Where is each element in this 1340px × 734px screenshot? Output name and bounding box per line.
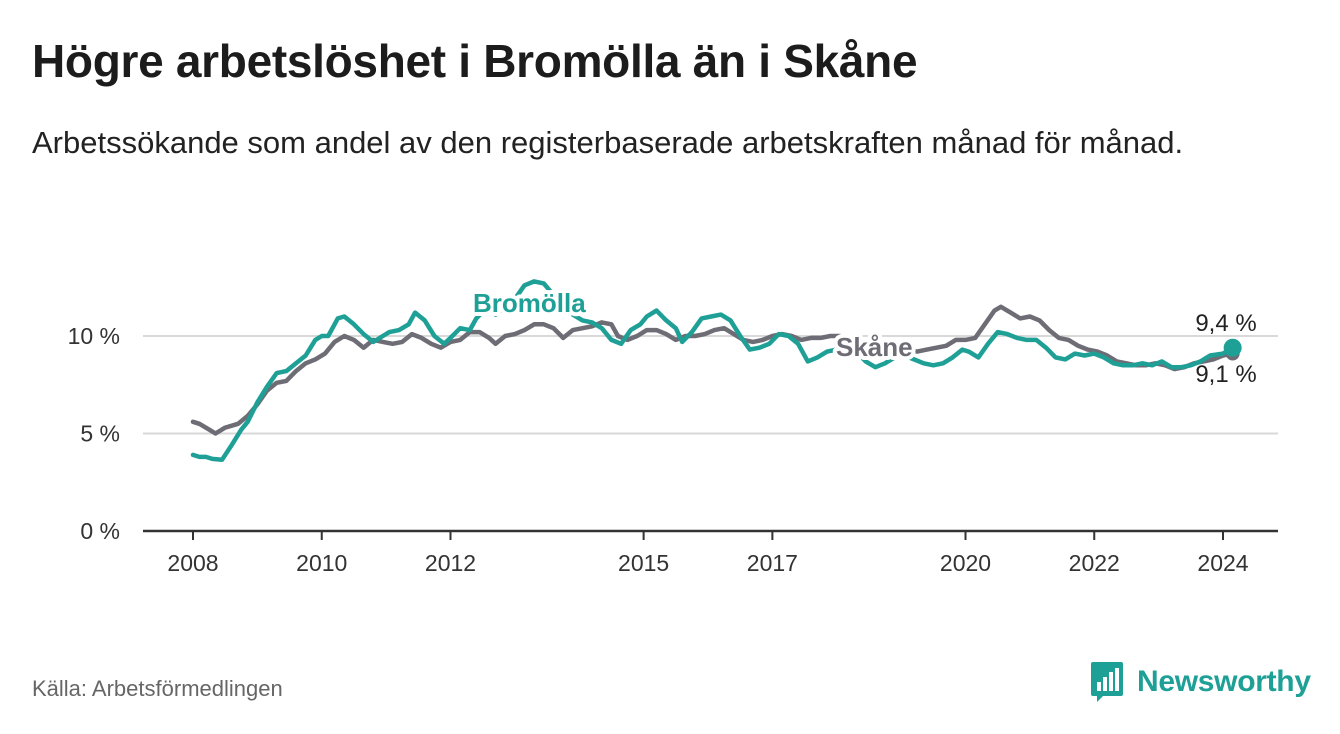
- series-labels: Bromölla Skåne 9,4 % 9,1 %: [469, 284, 1257, 388]
- newsworthy-logo-icon: [1091, 662, 1123, 702]
- x-tick-label: 2012: [425, 550, 476, 576]
- y-axis-ticks: 0 % 5 % 10 %: [68, 323, 120, 544]
- end-label-bromolla: 9,4 %: [1195, 310, 1256, 337]
- x-tick-label: 2008: [167, 550, 218, 576]
- grid-lines: [143, 335, 1278, 435]
- x-tick-label: 2015: [618, 550, 669, 576]
- series-lines: [190, 279, 1235, 463]
- series-line-skane: [190, 304, 1235, 436]
- brand-name: Newsworthy: [1137, 665, 1311, 698]
- x-tick-label: 2017: [747, 550, 798, 576]
- series-line-bromolla: [190, 279, 1235, 463]
- x-tick-label: 2010: [296, 550, 347, 576]
- y-tick-label: 0 %: [80, 518, 120, 544]
- x-axis: 2008 2010 2012 2015 2017 2020 2022 2024: [143, 529, 1278, 576]
- end-point-bromolla: [1223, 338, 1242, 357]
- source-note: Källa: Arbetsförmedlingen: [32, 676, 283, 701]
- x-tick-label: 2020: [940, 550, 991, 576]
- y-tick-label: 5 %: [80, 421, 120, 447]
- end-label-skane: 9,1 %: [1195, 361, 1256, 388]
- chart-title: Högre arbetslöshet i Bromölla än i Skåne: [32, 35, 918, 87]
- series-label-bromolla: Bromölla: [473, 288, 586, 318]
- y-tick-label: 10 %: [68, 323, 120, 349]
- chart-subtitle: Arbetssökande som andel av den registerb…: [32, 125, 1184, 160]
- brand: Newsworthy: [1089, 660, 1311, 704]
- x-tick-label: 2022: [1069, 550, 1120, 576]
- x-tick-label: 2024: [1197, 550, 1248, 576]
- series-label-skane: Skåne: [836, 332, 913, 362]
